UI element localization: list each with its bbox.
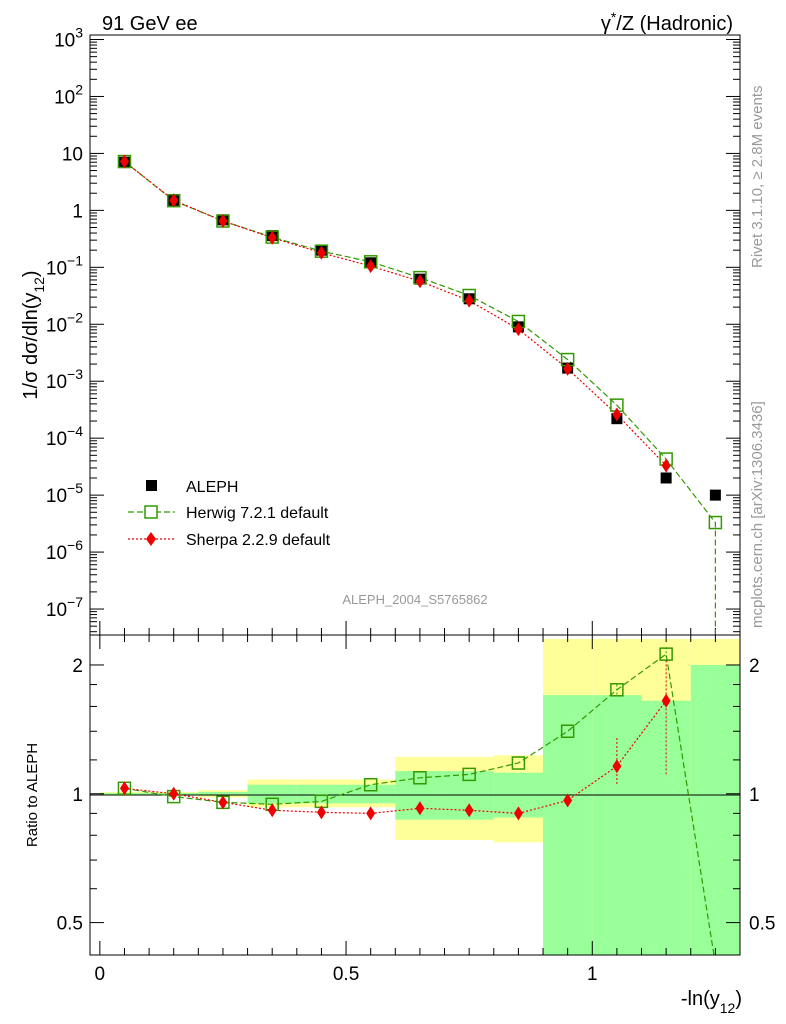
sherpa-ratio-point — [563, 793, 573, 808]
ratio-frame — [89, 634, 741, 956]
ratio-y-tick-label-right: 2 — [749, 656, 760, 677]
sherpa-point — [366, 259, 376, 274]
ratio-y-label: Ratio to ALEPH — [24, 743, 41, 847]
rivet-label: Rivet 3.1.10, ≥ 2.8M events — [749, 85, 766, 268]
herwig-ratio-point — [560, 724, 575, 739]
sherpa-ratio-point — [415, 801, 425, 816]
ratio-y-tick-label: 0.5 — [57, 914, 83, 935]
main-y-tick-label: 10 — [62, 144, 83, 165]
main-y-tick-label: 10−1 — [46, 252, 83, 279]
sherpa-ratio-point — [316, 805, 326, 820]
herwig-line — [124, 161, 716, 635]
sherpa-point — [316, 245, 326, 260]
sherpa-ratio-point — [612, 759, 622, 774]
main-y-tick-label: 1 — [72, 201, 83, 222]
sherpa-point — [169, 193, 179, 208]
sherpa-point — [218, 214, 228, 229]
main-y-tick-label: 102 — [54, 81, 83, 108]
ratio-y-tick-label-right: 1 — [749, 785, 760, 806]
sherpa-point — [415, 274, 425, 289]
mcplots-label: mcplots.cern.ch [arXiv:1306.3436] — [749, 401, 766, 628]
sherpa-line — [124, 161, 667, 467]
legend-sherpa-marker — [146, 532, 156, 546]
ratio-y-tick-label: 1 — [72, 785, 83, 806]
energy-label: 91 GeV ee — [102, 13, 198, 35]
main-x-ticks — [99, 621, 741, 635]
ratio-plot-panel: 0.5 0.51 12 2 0 0.5 1 Ratio to ALEPH -ln(y12) — [24, 634, 776, 1016]
main-y-tick-label: 10−6 — [46, 537, 83, 564]
ratio-series — [117, 647, 715, 955]
main-y-tick-label: 10−7 — [46, 594, 83, 621]
sherpa-point — [119, 154, 129, 169]
main-y-tick-label: 103 — [54, 25, 83, 52]
legend-aleph-marker — [146, 480, 157, 491]
sherpa-ratio-point — [119, 781, 129, 796]
ratio-y-tick-label-right: 0.5 — [749, 914, 775, 935]
sherpa-ratio-point — [267, 803, 277, 818]
main-y-tick-label: 10−5 — [46, 480, 83, 507]
ratio-band-inner — [247, 784, 297, 804]
sherpa-ratio-point — [464, 803, 474, 818]
process-label: γ*/Z (Hadronic) — [601, 9, 733, 35]
sherpa-point — [513, 322, 523, 337]
sherpa-point — [563, 361, 573, 376]
herwig-ratio-point — [413, 771, 427, 785]
legend-aleph-label: ALEPH — [186, 479, 238, 496]
ratio-uncertainty-bands — [99, 638, 740, 955]
x-tick-label: 1 — [587, 964, 598, 985]
sherpa-ratio-line — [124, 700, 667, 815]
legend-herwig-label: Herwig 7.2.1 default — [186, 505, 329, 522]
x-tick-label: 0 — [95, 964, 106, 985]
ratio-band-inner — [543, 695, 593, 955]
ratio-band-inner — [592, 695, 642, 955]
main-y-tick-label: 10−3 — [46, 366, 83, 393]
sherpa-ratio-point — [366, 806, 376, 821]
main-y-label: 1/σ dσ/dln(y12) — [20, 270, 47, 399]
main-y-tick-label: 10−2 — [46, 309, 83, 336]
herwig-ratio-point — [659, 647, 673, 661]
x-axis-label: -ln(y12) — [681, 988, 742, 1016]
ratio-band-inner — [198, 791, 248, 796]
x-tick-label: 0.5 — [333, 964, 359, 985]
herwig-ratio-point — [462, 767, 476, 782]
ratio-band-inner — [641, 700, 691, 955]
ratio-y-axis: 0.5 0.5 1 1 2 2 — [57, 656, 776, 935]
sherpa-ratio-point — [513, 806, 523, 821]
analysis-id: ALEPH_2004_S5765862 — [342, 592, 487, 607]
sherpa-ratio-point — [169, 786, 179, 801]
sherpa-point — [464, 293, 474, 308]
sherpa-ratio-point — [661, 693, 671, 708]
sherpa-ratio-point — [218, 795, 228, 810]
legend: ALEPH Herwig 7.2.1 default Sherpa 2.2.9 … — [128, 479, 331, 549]
legend-sherpa-label: Sherpa 2.2.9 default — [186, 532, 331, 549]
herwig-ratio-point — [363, 777, 378, 792]
sherpa-point — [612, 407, 622, 422]
herwig-point — [708, 515, 723, 530]
ratio-band-inner — [690, 664, 740, 955]
aleph-point — [709, 489, 721, 501]
herwig-ratio-point — [610, 683, 624, 697]
sherpa-point — [267, 230, 277, 245]
herwig-ratio-point — [511, 756, 526, 770]
ratio-x-axis: 0 0.5 1 — [95, 635, 741, 985]
ratio-y-tick-label: 2 — [72, 656, 83, 677]
legend-herwig-marker — [144, 505, 158, 519]
aleph-point — [660, 472, 672, 484]
ratio-band-inner — [346, 784, 396, 804]
main-series — [117, 154, 723, 635]
sherpa-point — [661, 458, 671, 473]
main-y-tick-label: 10−4 — [46, 423, 83, 450]
ratio-band-inner — [296, 784, 347, 804]
